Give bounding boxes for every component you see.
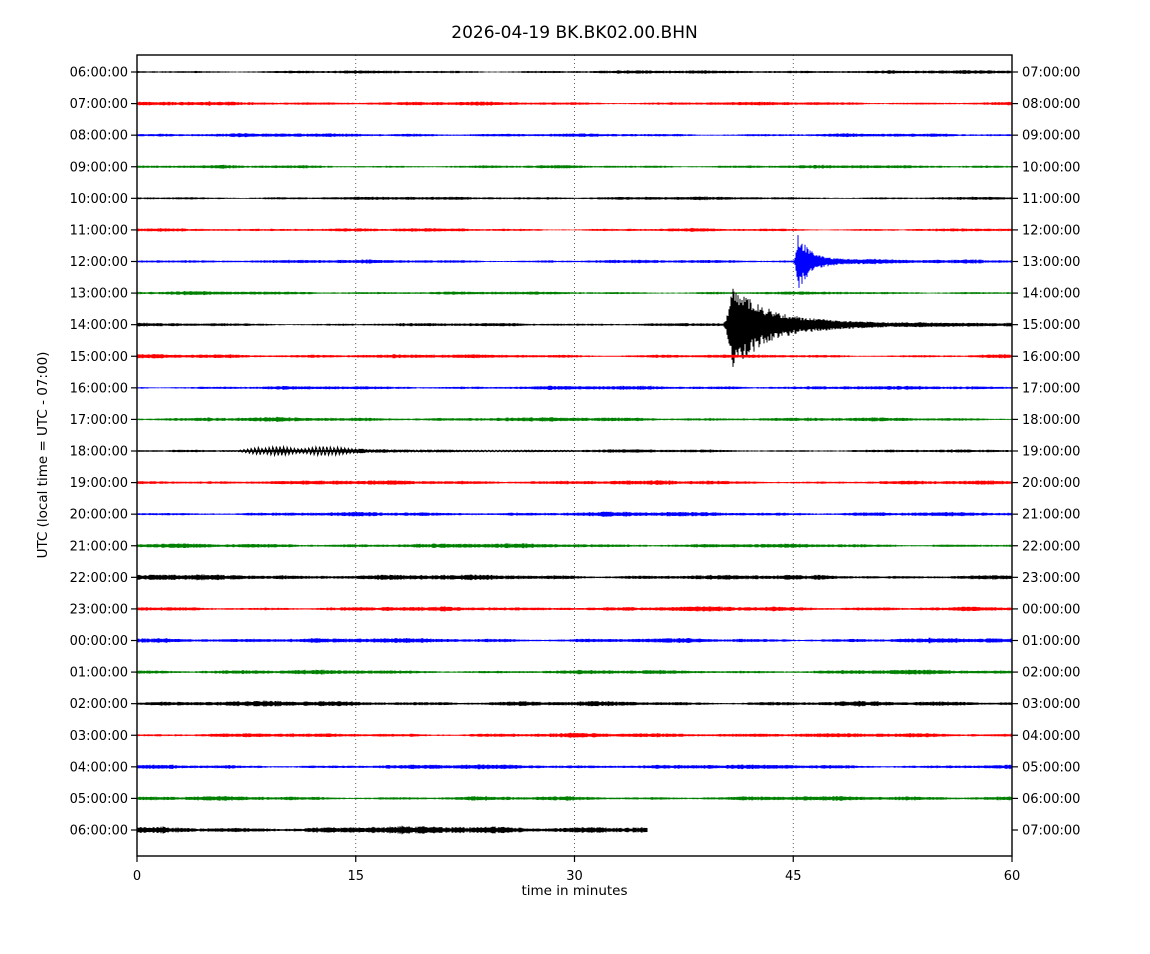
row-end-time-label: 18:00:00	[1022, 413, 1080, 428]
x-axis-label: time in minutes	[521, 883, 627, 899]
row-start-time-label: 21:00:00	[70, 539, 128, 554]
trace-row	[136, 700, 1013, 707]
row-end-time-label: 07:00:00	[1022, 824, 1080, 839]
trace-rows	[136, 70, 1013, 835]
row-start-time-label: 22:00:00	[70, 571, 128, 586]
row-end-time-label: 15:00:00	[1022, 318, 1080, 333]
trace-row	[136, 795, 1013, 801]
trace-row	[136, 669, 1013, 675]
trace-row	[136, 354, 1013, 359]
trace-row	[136, 480, 1013, 485]
row-start-time-label: 11:00:00	[70, 223, 128, 238]
row-start-time-label: 10:00:00	[70, 192, 128, 207]
row-end-time-label: 17:00:00	[1022, 381, 1080, 396]
y-axis-label: UTC (local time = UTC - 07:00)	[35, 352, 51, 559]
trace-row	[136, 101, 1013, 106]
row-start-time-label: 12:00:00	[70, 255, 128, 270]
row-start-time-label: 13:00:00	[70, 287, 128, 302]
row-start-time-label: 01:00:00	[70, 666, 128, 681]
trace-row	[136, 732, 1013, 738]
row-end-time-label: 12:00:00	[1022, 223, 1080, 238]
row-end-time-label: 13:00:00	[1022, 255, 1080, 270]
row-end-time-label: 00:00:00	[1022, 602, 1080, 617]
row-start-time-label: 00:00:00	[70, 634, 128, 649]
gridlines	[355, 55, 794, 856]
row-end-time-label: 07:00:00	[1022, 66, 1080, 81]
row-start-time-label: 15:00:00	[70, 350, 128, 365]
row-start-time-label: 07:00:00	[70, 97, 128, 112]
trace-row	[136, 416, 1013, 422]
tremor-waveform	[218, 444, 575, 458]
row-end-time-label: 08:00:00	[1022, 97, 1080, 112]
row-end-time-label: 22:00:00	[1022, 539, 1080, 554]
x-tick-label: 0	[133, 869, 141, 884]
plot-title: 2026-04-19 BK.BK02.00.BHN	[451, 23, 697, 43]
row-end-time-label: 19:00:00	[1022, 445, 1080, 460]
x-tick-label: 30	[566, 869, 583, 884]
row-end-time-label: 11:00:00	[1022, 192, 1080, 207]
row-end-time-label: 23:00:00	[1022, 571, 1080, 586]
row-start-time-label: 08:00:00	[70, 129, 128, 144]
row-end-time-label: 21:00:00	[1022, 508, 1080, 523]
row-start-time-label: 06:00:00	[70, 824, 128, 839]
row-end-time-label: 04:00:00	[1022, 729, 1080, 744]
row-end-time-label: 06:00:00	[1022, 792, 1080, 807]
row-start-time-label: 19:00:00	[70, 476, 128, 491]
row-start-time-label: 06:00:00	[70, 66, 128, 81]
row-end-time-label: 10:00:00	[1022, 160, 1080, 175]
row-start-time-label: 09:00:00	[70, 160, 128, 175]
row-end-time-label: 03:00:00	[1022, 697, 1080, 712]
trace-row	[136, 637, 1013, 644]
row-end-time-label: 09:00:00	[1022, 129, 1080, 144]
row-start-time-label: 03:00:00	[70, 729, 128, 744]
x-tick-label: 45	[785, 869, 802, 884]
tick-marks	[131, 71, 1018, 862]
row-end-time-label: 02:00:00	[1022, 666, 1080, 681]
trace-row	[136, 385, 1013, 390]
x-tick-label: 15	[347, 869, 364, 884]
row-start-time-label: 04:00:00	[70, 760, 128, 775]
x-tick-label: 60	[1004, 869, 1021, 884]
row-start-time-label: 17:00:00	[70, 413, 128, 428]
row-end-time-label: 16:00:00	[1022, 350, 1080, 365]
row-end-time-label: 01:00:00	[1022, 634, 1080, 649]
row-end-time-label: 05:00:00	[1022, 760, 1080, 775]
row-start-time-label: 02:00:00	[70, 697, 128, 712]
row-end-time-label: 14:00:00	[1022, 287, 1080, 302]
row-start-time-label: 18:00:00	[70, 445, 128, 460]
trace-row	[136, 133, 1013, 138]
row-end-time-label: 20:00:00	[1022, 476, 1080, 491]
row-start-time-label: 20:00:00	[70, 508, 128, 523]
row-start-time-label: 14:00:00	[70, 318, 128, 333]
tick-labels: 0 15 30 45 60 06:00:00 07:00:00 07:00:00 08:00:0…	[70, 66, 1081, 885]
trace-row	[136, 825, 648, 835]
trace-row	[136, 164, 1013, 169]
row-start-time-label: 23:00:00	[70, 602, 128, 617]
trace-row	[136, 70, 1013, 74]
row-start-time-label: 05:00:00	[70, 792, 128, 807]
trace-row	[136, 764, 1013, 770]
row-start-time-label: 16:00:00	[70, 381, 128, 396]
